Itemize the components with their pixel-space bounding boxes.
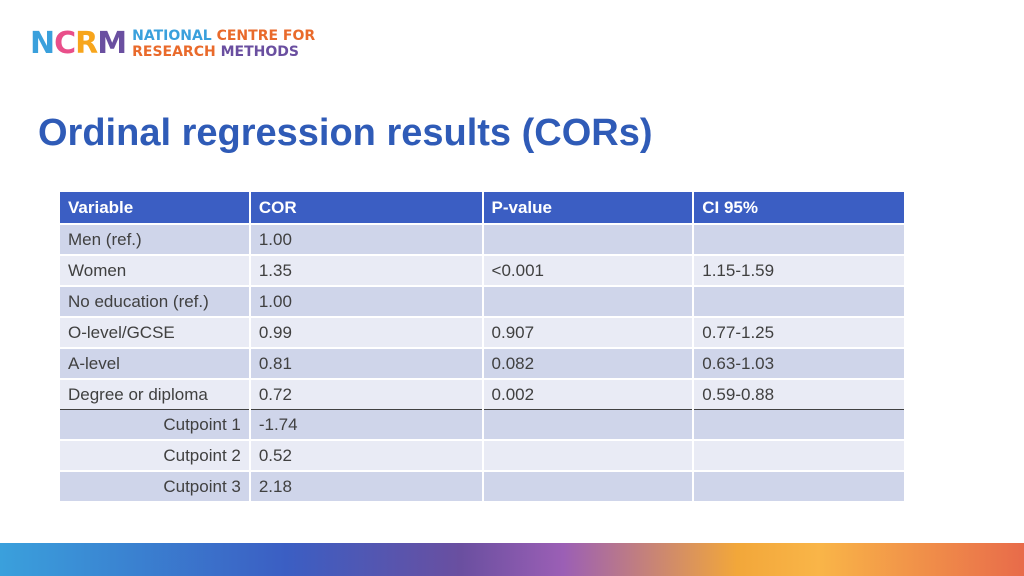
cell-cor: -1.74 (249, 409, 484, 440)
table-row: A-level 0.81 0.082 0.63-1.03 (60, 347, 906, 379)
logo-mark-c: C (54, 26, 76, 61)
column-header-cor: COR (249, 192, 484, 224)
cell-variable: A-level (60, 347, 251, 379)
cell-ci (693, 439, 906, 471)
results-table: Variable COR P-value CI 95% Men (ref.) 1… (60, 192, 906, 501)
cell-p-value: 0.907 (482, 316, 695, 348)
cell-variable: Cutpoint 3 (60, 470, 251, 501)
table-row: Degree or diploma 0.72 0.002 0.59-0.88 (60, 378, 906, 410)
ncrm-logo-mark: N C R M (30, 26, 127, 61)
cell-variable: Degree or diploma (60, 378, 251, 410)
column-header-variable: Variable (60, 192, 251, 224)
table-row: Men (ref.) 1.00 (60, 223, 906, 255)
logo-word-centre-for: CENTRE FOR (216, 28, 316, 44)
cell-p-value: 0.002 (482, 378, 695, 410)
logo-line-2: RESEARCH METHODS (132, 44, 315, 60)
logo-line-1: NATIONAL CENTRE FOR (132, 28, 315, 44)
cell-variable: Women (60, 254, 251, 286)
cell-variable: Men (ref.) (60, 223, 251, 255)
cell-p-value: 0.082 (482, 347, 695, 379)
cell-cor: 1.00 (249, 285, 484, 317)
logo-word-research: RESEARCH (132, 44, 216, 60)
cell-cor: 0.99 (249, 316, 484, 348)
table-row: Cutpoint 1 -1.74 (60, 409, 906, 440)
cell-ci (693, 223, 906, 255)
cell-ci: 0.63-1.03 (693, 347, 906, 379)
cell-variable: O-level/GCSE (60, 316, 251, 348)
cell-cor: 0.52 (249, 439, 484, 471)
logo-word-methods: METHODS (220, 44, 299, 60)
cell-p-value: <0.001 (482, 254, 695, 286)
cell-p-value (482, 409, 695, 440)
cell-p-value (482, 223, 695, 255)
cell-ci: 0.77-1.25 (693, 316, 906, 348)
cell-cor: 2.18 (249, 470, 484, 501)
ncrm-logo: N C R M NATIONAL CENTRE FOR RESEARCH MET… (30, 28, 315, 60)
cell-p-value (482, 439, 695, 471)
cell-cor: 1.35 (249, 254, 484, 286)
table-row: No education (ref.) 1.00 (60, 285, 906, 317)
cell-ci (693, 285, 906, 317)
table-row: Cutpoint 3 2.18 (60, 470, 906, 501)
table-row: Cutpoint 2 0.52 (60, 439, 906, 471)
logo-mark-n: N (30, 26, 55, 61)
cell-ci: 1.15-1.59 (693, 254, 906, 286)
column-header-p-value: P-value (482, 192, 695, 224)
logo-wordmark: NATIONAL CENTRE FOR RESEARCH METHODS (132, 28, 315, 60)
table-header-row: Variable COR P-value CI 95% (60, 192, 906, 224)
cell-cor: 0.81 (249, 347, 484, 379)
footer-gradient-bar (0, 543, 1024, 576)
cell-variable: Cutpoint 2 (60, 439, 251, 471)
logo-mark-r: R (75, 26, 98, 61)
cell-ci (693, 470, 906, 501)
logo-mark-m: M (97, 26, 127, 61)
cell-ci: 0.59-0.88 (693, 378, 906, 410)
column-header-ci-95: CI 95% (693, 192, 906, 224)
table-row: Women 1.35 <0.001 1.15-1.59 (60, 254, 906, 286)
cell-variable: No education (ref.) (60, 285, 251, 317)
cell-p-value (482, 470, 695, 501)
cell-variable: Cutpoint 1 (60, 409, 251, 440)
table-row: O-level/GCSE 0.99 0.907 0.77-1.25 (60, 316, 906, 348)
cell-cor: 1.00 (249, 223, 484, 255)
cell-ci (693, 409, 906, 440)
cell-cor: 0.72 (249, 378, 484, 410)
logo-word-national: NATIONAL (132, 28, 212, 44)
slide-title: Ordinal regression results (CORs) (38, 112, 653, 154)
cell-p-value (482, 285, 695, 317)
